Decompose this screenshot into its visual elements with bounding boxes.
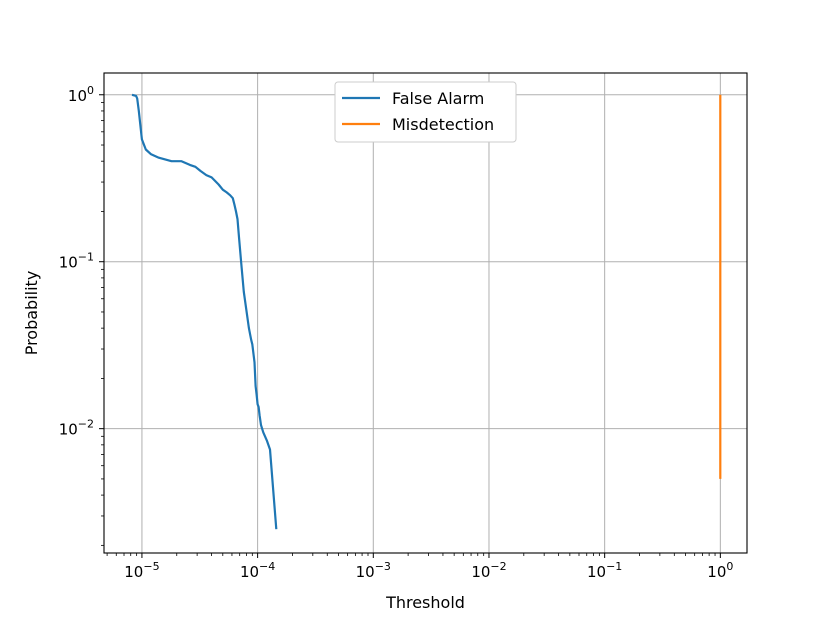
series-layer [131,93,722,530]
x-tick-label: 10−5 [124,560,159,581]
y-tick-label: 10−1 [59,251,94,272]
ticks [99,94,721,558]
y-tick-label: 10−2 [59,418,94,439]
legend: False Alarm Misdetection [334,81,517,143]
legend-label-misdetection: Misdetection [392,115,494,134]
x-tick-label: 10−1 [587,560,622,581]
x-tick-label: 10−2 [471,560,506,581]
x-axis-label: Threshold [385,593,465,612]
series-line-false-alarm [131,93,278,530]
x-tick-label: 10−4 [240,560,275,581]
legend-box [334,81,517,143]
axes-frame [103,72,748,554]
legend-label-false-alarm: False Alarm [392,89,484,108]
x-tick-label: 10−3 [356,560,391,581]
y-tick-label: 100 [68,84,94,105]
tick-labels: 10−5 10−4 10−3 10−2 10−1 100 10−2 10−1 100 [59,84,734,581]
x-tick-label: 100 [707,560,733,581]
y-axis-label: Probability [22,271,41,356]
